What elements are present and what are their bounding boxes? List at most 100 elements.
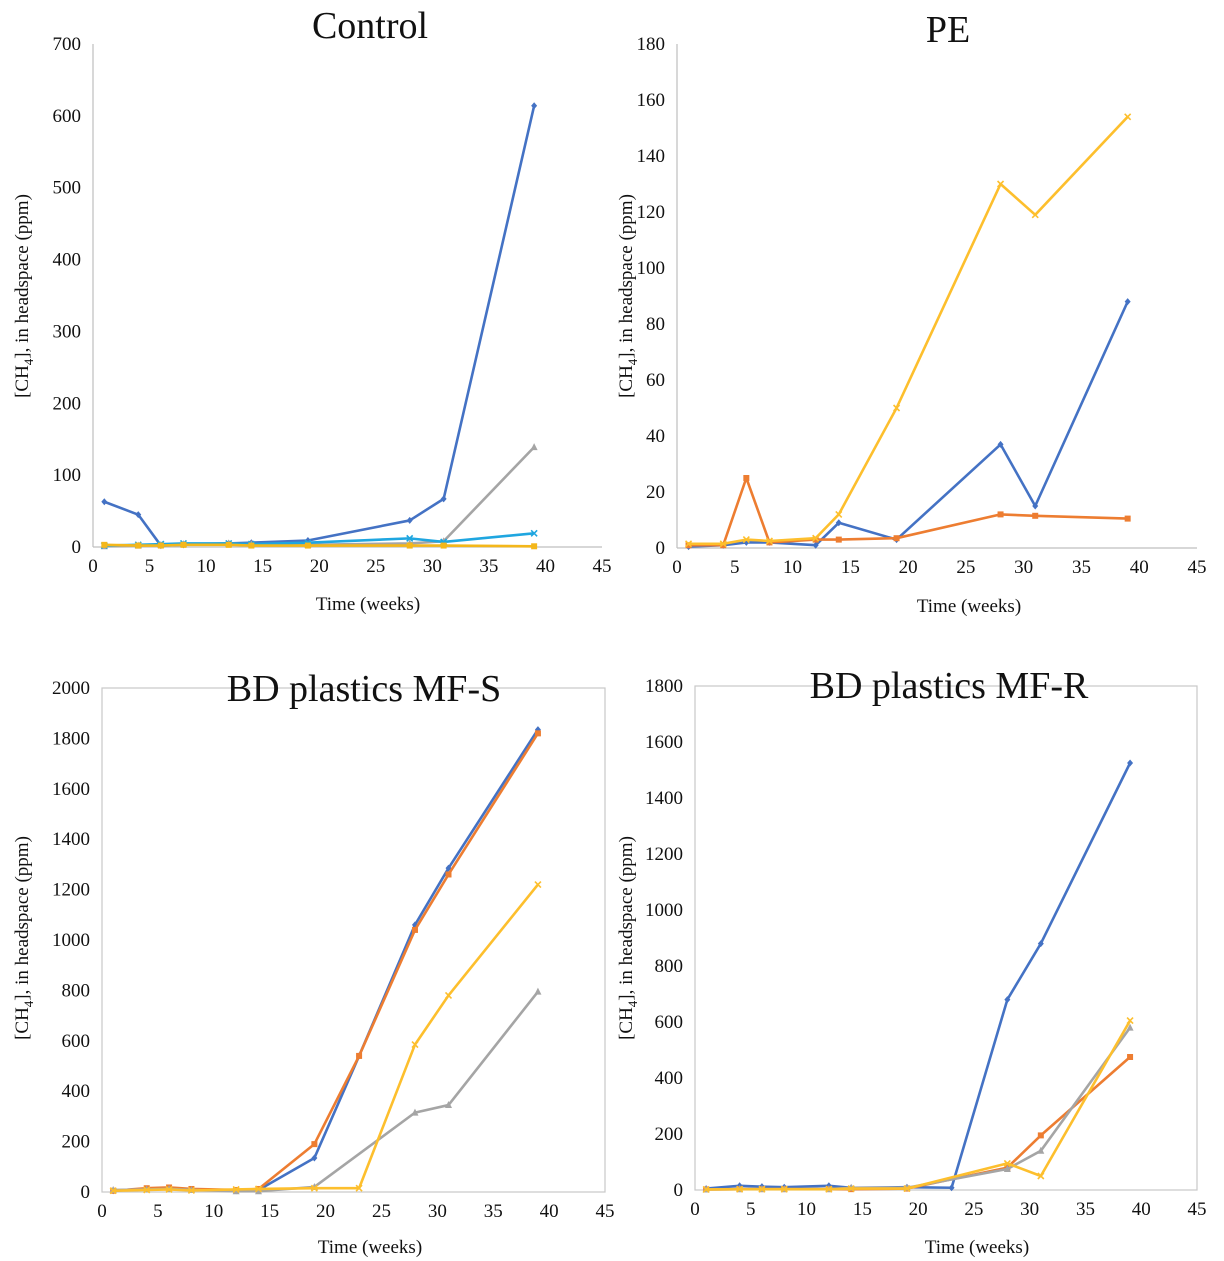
y-tick-label: 300 [53,321,82,342]
chart-panel-pe: 0 20 40 60 80 100 120 140 160 180 0 5 10 15 20 25 30 35 40… [612,0,1224,630]
data-point-marker [440,495,447,503]
data-point-marker [1126,1017,1134,1025]
data-point-marker [254,1187,262,1195]
data-point-marker [1127,759,1134,767]
data-point-marker [445,1101,453,1109]
y-axis-label: [CH4], in headspace (ppm) [616,836,640,1040]
x-axis-label: Time (weeks) [917,596,1021,617]
data-point-marker [736,1185,744,1193]
x-tick-label: 35 [1076,1199,1095,1220]
series-line-2 [104,446,536,548]
y-tick-label: 1200 [52,880,90,901]
y-axis-label-subscript: 4 [625,1000,640,1007]
x-tick-label: 15 [841,557,860,578]
y-tick-label: 100 [53,465,82,486]
x-tick-label: 20 [310,556,329,577]
y-tick-label: 1400 [52,829,90,850]
y-axis-label: [CH4], in headspace (ppm) [12,836,36,1040]
x-tick-label: 30 [1020,1199,1039,1220]
x-tick-label: 20 [899,557,918,578]
x-tick-label: 45 [593,556,612,577]
data-point-marker [165,1185,173,1194]
y-axis-label-suffix: ], in headspace (ppm) [616,194,637,359]
data-point-marker [440,542,447,549]
data-point-marker [411,1108,419,1116]
data-point-marker [304,542,311,549]
y-tick-label: 160 [637,90,666,111]
x-tick-label: 0 [672,557,682,578]
data-point-marker [109,1187,117,1195]
x-tick-label: 15 [260,1201,279,1222]
data-point-marker [531,102,538,110]
data-point-marker [847,1185,855,1193]
data-point-marker [766,539,773,546]
data-point-marker [1037,940,1044,948]
x-tick-label: 25 [372,1201,391,1222]
y-axis-label-suffix: ], in headspace (ppm) [12,194,33,359]
y-tick-label: 1200 [645,844,683,865]
x-tick-label: 25 [964,1199,983,1220]
data-point-marker [311,1141,318,1148]
data-point-marker [406,516,413,524]
series-line-1 [688,301,1129,548]
data-point-marker [758,1185,766,1193]
y-tick-label: 0 [656,538,666,559]
data-point-marker [835,519,842,527]
x-tick-label: 45 [1188,557,1207,578]
y-axis-label: [CH4], in headspace (ppm) [12,194,36,398]
data-point-marker [101,498,108,506]
y-axis-label-subscript: 4 [625,358,640,365]
data-point-marker [406,542,413,549]
data-point-marker [444,991,453,1000]
x-tick-label: 30 [428,1201,447,1222]
y-tick-label: 1400 [645,788,683,809]
series-line-3 [113,990,539,1193]
y-axis-label-prefix: [CH [12,1007,33,1040]
data-point-marker [812,534,820,542]
x-tick-label: 15 [253,556,272,577]
y-tick-label: 60 [646,370,665,391]
x-tick-label: 30 [1014,557,1033,578]
data-point-marker [1003,1165,1011,1172]
data-point-marker [534,987,542,995]
y-tick-label: 1800 [645,676,683,697]
data-point-marker [948,1184,955,1192]
y-tick-label: 700 [53,34,82,55]
y-axis-label-suffix: ], in headspace (ppm) [616,836,637,1001]
x-tick-label: 0 [690,1199,700,1220]
data-point-marker [411,1041,419,1049]
data-point-marker [1037,1146,1045,1154]
y-tick-label: 1600 [645,732,683,753]
x-tick-label: 0 [97,1201,107,1222]
y-axis-label-subscript: 4 [21,1000,36,1007]
x-tick-label: 5 [730,557,740,578]
y-axis-label-prefix: [CH [12,365,33,398]
x-tick-label: 0 [88,556,98,577]
data-point-marker [684,540,693,548]
y-tick-label: 1000 [52,930,90,951]
data-point-marker [248,542,255,549]
data-point-marker [812,541,819,549]
chart-svg: 0 200 400 600 800 1000 1200 1400 1600 1800 2000 0 5 1… [12,668,615,1258]
chart-panel-bd-mf-r: 0 200 400 600 800 1000 1200 1400 1600 1800 0 5 10 15 2… [612,630,1224,1261]
chart-svg: 0 200 400 600 800 1000 1200 1400 1600 1800 0 5 10 15 2… [616,665,1207,1258]
x-tick-label: 5 [153,1201,163,1222]
chart-title: BD plastics MF-R [810,665,1089,707]
y-tick-label: 1600 [52,779,90,800]
x-tick-label: 20 [909,1199,928,1220]
data-point-marker [1124,515,1131,522]
data-point-marker [702,1185,710,1194]
data-point-marker [1127,1054,1134,1060]
data-point-marker [311,1154,318,1162]
plot-frame [101,687,606,1193]
data-point-marker [411,926,418,933]
data-point-marker [685,542,692,549]
y-tick-label: 800 [62,980,91,1001]
x-tick-label: 40 [1130,557,1149,578]
data-point-marker [157,542,164,549]
y-tick-label: 0 [81,1182,91,1203]
data-point-marker [835,510,843,518]
y-tick-label: 1800 [52,728,90,749]
y-tick-label: 2000 [52,678,90,699]
x-tick-label: 40 [536,556,555,577]
